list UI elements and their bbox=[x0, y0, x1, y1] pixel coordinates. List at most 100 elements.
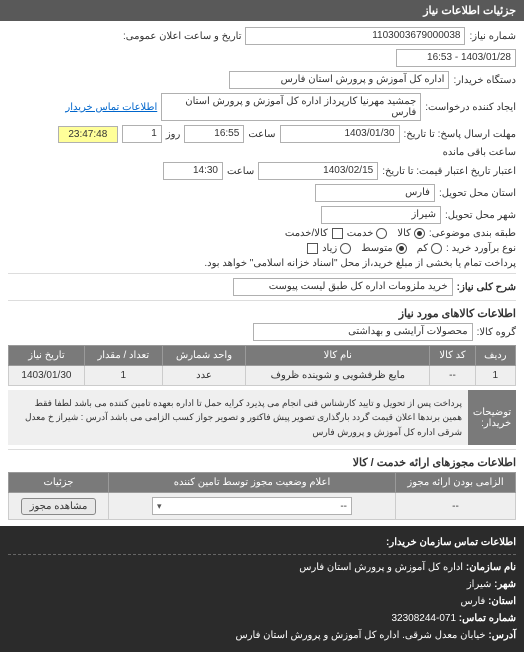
cash-checkbox[interactable] bbox=[332, 228, 343, 239]
col-name: نام کالا bbox=[246, 346, 430, 366]
page-header: جزئیات اطلاعات نیاز bbox=[0, 0, 524, 21]
items-section-title: اطلاعات کالاهای مورد نیاز bbox=[8, 307, 516, 320]
certs-title: اطلاعات مجوزهای ارائه خدمت / کالا bbox=[8, 456, 516, 469]
public-date-label: تاریخ و ساعت اعلان عمومی: bbox=[123, 31, 242, 42]
certs-header-row: الزامی بودن ارائه مجوز اعلام وضعیت مجوز … bbox=[9, 473, 516, 493]
cell-name: مایع ظرفشويی و شوینده ظروف bbox=[246, 366, 430, 386]
radio-service[interactable]: خدمت bbox=[347, 228, 388, 239]
radio-mid[interactable]: متوسط bbox=[361, 243, 406, 254]
footer-address-label: آدرس: bbox=[488, 630, 516, 641]
cert-status-cell: -- ▾ bbox=[109, 493, 396, 520]
subject-field: خرید ملزومات اداره کل طبق لیست پیوست bbox=[233, 278, 453, 296]
view-cert-button[interactable]: مشاهده مجوز bbox=[21, 498, 97, 515]
subject-label: شرح کلی نیاز: bbox=[457, 282, 516, 293]
radio-mid-icon bbox=[396, 243, 407, 254]
days-left-field: 1 bbox=[122, 125, 162, 143]
footer-city-row: شهر: شیراز bbox=[8, 576, 516, 593]
countdown-timer: 23:47:48 bbox=[58, 126, 118, 143]
requester-field: جمشید مهرنیا کارپرداز اداره کل آموزش و پ… bbox=[161, 93, 421, 121]
cell-qty: 1 bbox=[84, 366, 162, 386]
public-date-field: 1403/01/28 - 16:53 bbox=[396, 49, 516, 67]
table-row: 1 -- مایع ظرفشويی و شوینده ظروف عدد 1 14… bbox=[9, 366, 516, 386]
cert-select-value: -- bbox=[340, 501, 347, 512]
city-label: شهر محل تحویل: bbox=[445, 210, 516, 221]
buyer-note-block: توضیحات خریدار: پرداخت پس از تحویل و تای… bbox=[8, 390, 516, 445]
group-field: محصولات آرایشی و بهداشتی bbox=[253, 323, 473, 341]
cert-col-mandatory: الزامی بودن ارائه مجوز bbox=[396, 473, 516, 493]
radio-goods-icon bbox=[414, 228, 425, 239]
cell-code: -- bbox=[430, 366, 475, 386]
page-title: جزئیات اطلاعات نیاز bbox=[423, 5, 516, 17]
radio-service-icon bbox=[376, 228, 387, 239]
footer-org: اداره کل آموزش و پرورش استان فارس bbox=[299, 562, 463, 573]
footer-city-label: شهر: bbox=[494, 579, 516, 590]
buyer-field: اداره کل آموزش و پرورش استان فارس bbox=[229, 71, 449, 89]
footer-phone: 071-32308244 bbox=[391, 613, 456, 624]
req-no-field: 1103003679000038 bbox=[245, 27, 465, 45]
col-qty: تعداد / مقدار bbox=[84, 346, 162, 366]
footer-province: فارس bbox=[460, 596, 485, 607]
chevron-down-icon: ▾ bbox=[157, 501, 162, 512]
certs-table: الزامی بودن ارائه مجوز اعلام وضعیت مجوز … bbox=[8, 472, 516, 520]
contact-link[interactable]: اطلاعات تماس خریدار bbox=[65, 102, 157, 113]
validity-date-field: 1403/02/15 bbox=[258, 162, 378, 180]
requester-label: ایجاد کننده درخواست: bbox=[425, 102, 516, 113]
footer-phone-row: شماره تماس: 071-32308244 bbox=[8, 610, 516, 627]
category-radio-group: کالا خدمت bbox=[347, 228, 425, 239]
deadline-time-field: 16:55 bbox=[184, 125, 244, 143]
buyer-label: دستگاه خریدار: bbox=[453, 75, 516, 86]
footer-org-row: نام سازمان: اداره کل آموزش و پرورش استان… bbox=[8, 559, 516, 576]
cert-details-cell: مشاهده مجوز bbox=[9, 493, 109, 520]
deadline-label: مهلت ارسال پاسخ: تا تاریخ: bbox=[404, 129, 516, 140]
time-label-1: ساعت bbox=[248, 129, 275, 140]
radio-high-icon bbox=[340, 243, 351, 254]
treasury-checkbox[interactable] bbox=[307, 243, 318, 254]
cash-label: کالا/خدمت bbox=[285, 228, 328, 239]
cert-mandatory-cell: -- bbox=[396, 493, 516, 520]
footer-city: شیراز bbox=[467, 579, 492, 590]
buyer-note-label: توضیحات خریدار: bbox=[468, 390, 516, 445]
cell-row: 1 bbox=[475, 366, 515, 386]
footer-province-row: استان: فارس bbox=[8, 593, 516, 610]
purchase-note: پرداخت تمام یا بخشی از مبلغ خرید،از محل … bbox=[204, 258, 516, 269]
footer-address: خیابان معدل شرقی. اداره کل آموزش و پرورش… bbox=[236, 630, 486, 641]
req-no-label: شماره نیاز: bbox=[469, 31, 516, 42]
radio-low[interactable]: کم bbox=[417, 243, 442, 254]
radio-high[interactable]: زیاد bbox=[322, 243, 351, 254]
group-label: گروه کالا: bbox=[477, 327, 516, 338]
cell-date: 1403/01/30 bbox=[9, 366, 85, 386]
col-unit: واحد شمارش bbox=[162, 346, 246, 366]
remaining-label: ساعت باقی مانده bbox=[443, 147, 516, 158]
main-form: شماره نیاز: 1103003679000038 تاریخ و ساع… bbox=[0, 21, 524, 526]
category-label: طبقه بندی موضوعی: bbox=[429, 228, 516, 239]
footer-address-row: آدرس: خیابان معدل شرقی. اداره کل آموزش و… bbox=[8, 627, 516, 644]
province-label: استان محل تحویل: bbox=[439, 188, 516, 199]
cert-col-details: جزئیات bbox=[9, 473, 109, 493]
purchase-radio-group: کم متوسط زیاد bbox=[322, 243, 442, 254]
divider-1 bbox=[8, 273, 516, 274]
radio-low-label: کم bbox=[417, 243, 428, 254]
buyer-note-body: پرداخت پس از تحویل و تایید کارشناس فنی ا… bbox=[8, 390, 468, 445]
col-code: کد کالا bbox=[430, 346, 475, 366]
col-row: ردیف bbox=[475, 346, 515, 366]
validity-time-field: 14:30 bbox=[163, 162, 223, 180]
province-field: فارس bbox=[315, 184, 435, 202]
col-date: تاریخ نیاز bbox=[9, 346, 85, 366]
radio-goods-label: کالا bbox=[397, 228, 411, 239]
divider-3 bbox=[8, 449, 516, 450]
cert-status-select[interactable]: -- ▾ bbox=[152, 497, 352, 515]
cert-row: -- -- ▾ مشاهده مجوز bbox=[9, 493, 516, 520]
deadline-date-field: 1403/01/30 bbox=[280, 125, 400, 143]
items-table: ردیف کد کالا نام کالا واحد شمارش تعداد /… bbox=[8, 345, 516, 386]
footer-phone-label: شماره تماس: bbox=[459, 613, 516, 624]
footer-org-label: نام سازمان: bbox=[466, 562, 516, 573]
radio-low-icon bbox=[431, 243, 442, 254]
time-label-2: ساعت bbox=[227, 166, 254, 177]
footer: اطلاعات تماس سازمان خریدار: نام سازمان: … bbox=[0, 526, 524, 652]
purchase-type-label: نوع برآورد خرید : bbox=[446, 243, 516, 254]
divider-2 bbox=[8, 300, 516, 301]
radio-service-label: خدمت bbox=[347, 228, 374, 239]
radio-high-label: زیاد bbox=[322, 243, 337, 254]
cell-unit: عدد bbox=[162, 366, 246, 386]
radio-goods[interactable]: کالا bbox=[397, 228, 425, 239]
